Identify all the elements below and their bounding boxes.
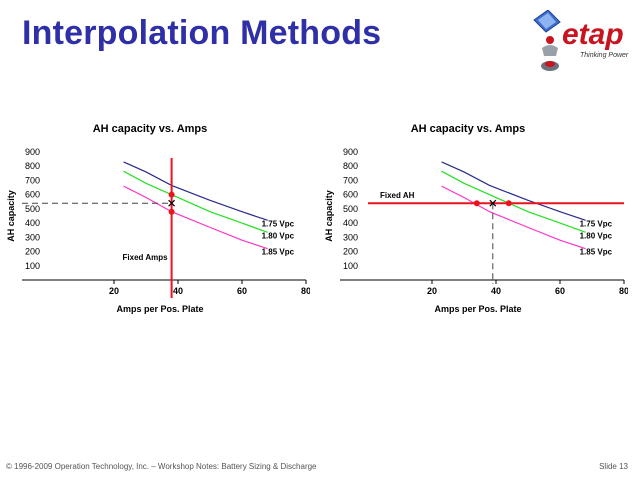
y-tick-label: 900 (343, 147, 358, 157)
chart-fixed-ah: AH capacity vs. Amps Amps per Pos. Plate A… (318, 112, 629, 322)
y-tick-label: 300 (25, 232, 40, 242)
series-label: 1.85 Vpc (580, 248, 613, 257)
x-tick-label: 20 (109, 286, 119, 296)
slide-number: Slide 13 (599, 462, 628, 471)
chart-title: AH capacity vs. Amps (93, 123, 208, 135)
y-tick-label: 400 (25, 218, 40, 228)
logo-tagline: Thinking Power (580, 52, 629, 59)
y-tick-label: 300 (343, 232, 358, 242)
y-tick-label: 900 (25, 147, 40, 157)
y-tick-label: 700 (25, 175, 40, 185)
x-tick-label: 40 (173, 286, 183, 296)
etap-logo: etap Thinking Power (520, 10, 632, 76)
series-line-180 (123, 170, 268, 233)
y-tick-label: 100 (25, 261, 40, 271)
reference-label: Fixed AH (380, 191, 415, 200)
series-label: 1.75 Vpc (580, 219, 613, 228)
reference-label: Fixed Amps (123, 253, 169, 262)
y-tick-label: 600 (25, 190, 40, 200)
y-tick-label: 500 (25, 204, 40, 214)
x-tick-label: 60 (555, 286, 565, 296)
y-tick-label: 600 (343, 190, 358, 200)
logo-wordmark: etap (562, 18, 624, 51)
y-tick-label: 200 (343, 247, 358, 257)
x-tick-label: 40 (491, 286, 501, 296)
series-line-185 (123, 185, 268, 250)
logo-figure-icon (533, 10, 561, 71)
y-tick-label: 100 (343, 261, 358, 271)
intersection-marker (168, 191, 175, 198)
chart-title: AH capacity vs. Amps (411, 123, 526, 135)
series-line-185 (441, 185, 586, 250)
y-tick-label: 800 (25, 161, 40, 171)
footer-copyright: © 1996-2009 Operation Technology, Inc. –… (6, 462, 317, 471)
x-tick-label: 60 (237, 286, 247, 296)
y-tick-label: 500 (343, 204, 358, 214)
y-axis-label: AH capacity (6, 190, 16, 242)
y-tick-label: 800 (343, 161, 358, 171)
intersection-marker (473, 200, 480, 207)
slide-title: Interpolation Methods (22, 14, 382, 52)
interpolated-point-cross (168, 199, 176, 207)
x-tick-label: 80 (619, 286, 628, 296)
intersection-marker (168, 208, 175, 215)
series-line-180 (441, 170, 586, 233)
x-axis-label: Amps per Pos. Plate (116, 304, 203, 314)
series-label: 1.80 Vpc (262, 231, 295, 240)
interpolated-point-cross (489, 199, 497, 207)
x-tick-label: 20 (427, 286, 437, 296)
chart-fixed-amps: AH capacity vs. Amps Amps per Pos. Plate A… (0, 112, 311, 322)
y-tick-label: 200 (25, 247, 40, 257)
intersection-marker (505, 200, 512, 207)
y-axis-label: AH capacity (324, 190, 334, 242)
y-tick-label: 700 (343, 175, 358, 185)
series-label: 1.85 Vpc (262, 248, 295, 257)
series-label: 1.80 Vpc (580, 231, 613, 240)
y-tick-label: 400 (343, 218, 358, 228)
x-axis-label: Amps per Pos. Plate (434, 304, 521, 314)
series-label: 1.75 Vpc (262, 219, 295, 228)
chart-svg-fixed-amps: AH capacity vs. Amps Amps per Pos. Plate A… (6, 123, 311, 314)
series-line-175 (123, 161, 268, 221)
series-line-175 (441, 161, 586, 221)
x-tick-label: 80 (301, 286, 310, 296)
chart-svg-fixed-ah: AH capacity vs. Amps Amps per Pos. Plate A… (324, 123, 629, 314)
